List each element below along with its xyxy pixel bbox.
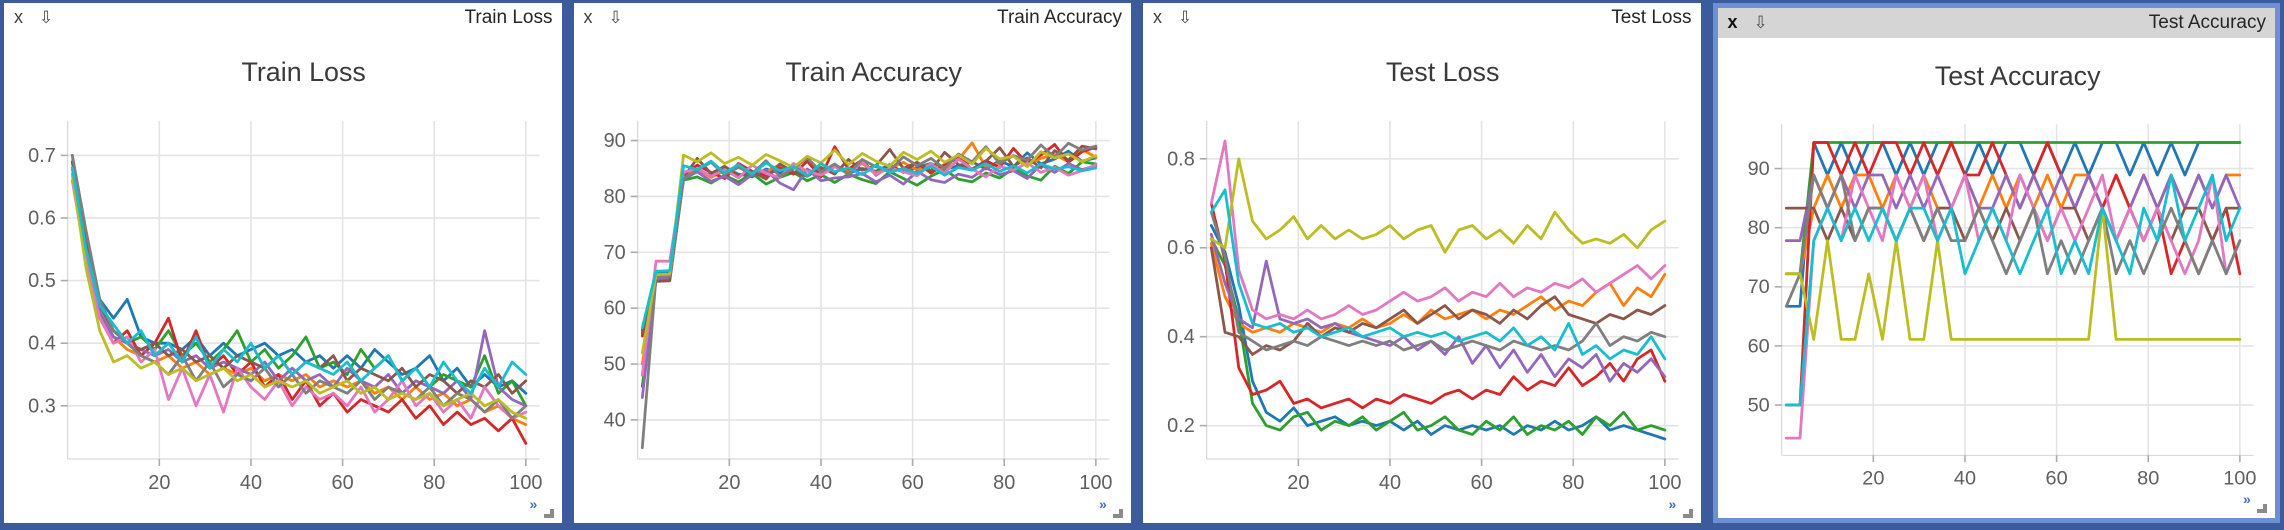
svg-text:60: 60 <box>1471 472 1493 494</box>
svg-text:60: 60 <box>332 472 354 494</box>
svg-text:50: 50 <box>603 353 625 375</box>
svg-text:0.6: 0.6 <box>28 207 56 229</box>
chart-area: 0.2 0.4 0.6 0.8 20 40 60 80 100 Test Loss » <box>1143 33 1701 523</box>
overflow-chevrons-icon[interactable]: » <box>529 496 538 512</box>
dock-arrow-icon[interactable]: ⇩ <box>1178 7 1193 27</box>
plot-window-test-loss: x ⇩ Test Loss 0.2 0.4 0.6 0.8 20 40 60 80 100 Tes… <box>1143 3 1701 523</box>
svg-text:20: 20 <box>1862 468 1884 490</box>
svg-text:0.5: 0.5 <box>28 270 56 292</box>
close-icon[interactable]: x <box>1153 6 1162 27</box>
svg-text:100: 100 <box>509 472 542 494</box>
chart-area: 0.3 0.4 0.5 0.6 0.7 20 40 60 80 100 Train Loss » <box>4 33 562 523</box>
svg-text:70: 70 <box>1747 276 1769 298</box>
chart-area: 40 50 60 70 80 90 20 40 60 80 100 Train Accuracy » <box>573 33 1132 523</box>
svg-text:90: 90 <box>1747 158 1769 180</box>
svg-text:80: 80 <box>423 472 445 494</box>
svg-text:100: 100 <box>1648 472 1681 494</box>
svg-text:40: 40 <box>1953 468 1975 490</box>
svg-text:20: 20 <box>148 472 170 494</box>
resize-grip-icon[interactable] <box>543 509 554 518</box>
svg-text:70: 70 <box>603 242 625 264</box>
chart-canvas-test-loss[interactable]: 0.2 0.4 0.6 0.8 20 40 60 80 100 Test Loss <box>1143 33 1701 523</box>
chart-area: 50 60 70 80 90 20 40 60 80 100 Test Accuracy » <box>1717 38 2276 518</box>
resize-grip-icon[interactable] <box>1682 509 1693 518</box>
plot-window-train-accuracy: x ⇩ Train Accuracy 40 50 60 70 80 90 20 40 60 80 1… <box>573 3 1132 523</box>
window-title: Train Accuracy <box>997 7 1122 28</box>
close-icon[interactable]: x <box>1727 11 1738 32</box>
svg-text:60: 60 <box>901 472 923 494</box>
overflow-chevrons-icon[interactable]: » <box>2243 491 2251 507</box>
svg-text:50: 50 <box>1747 395 1769 417</box>
plot-window-train-loss: x ⇩ Train Loss 0.3 0.4 0.5 0.6 0.7 20 40 60 80 10… <box>4 3 562 523</box>
svg-text:80: 80 <box>993 472 1015 494</box>
chart-canvas-train-accuracy[interactable]: 40 50 60 70 80 90 20 40 60 80 100 Train Accuracy <box>574 33 1132 523</box>
window-title-bar[interactable]: x ⇩ Train Loss <box>4 3 562 33</box>
svg-text:80: 80 <box>603 186 625 208</box>
window-title: Test Loss <box>1611 7 1692 28</box>
svg-text:40: 40 <box>240 472 262 494</box>
window-title: Test Accuracy <box>2148 12 2266 33</box>
svg-text:Test Loss: Test Loss <box>1386 57 1499 87</box>
svg-text:20: 20 <box>1287 472 1309 494</box>
svg-text:80: 80 <box>1562 472 1584 494</box>
svg-text:0.4: 0.4 <box>1167 326 1195 348</box>
corner-tools: » <box>530 497 556 519</box>
corner-tools: » <box>1099 497 1125 519</box>
svg-text:80: 80 <box>1747 217 1769 239</box>
svg-text:Train Loss: Train Loss <box>241 57 365 87</box>
svg-text:60: 60 <box>1747 335 1769 357</box>
svg-text:60: 60 <box>603 298 625 320</box>
chart-canvas-test-accuracy[interactable]: 50 60 70 80 90 20 40 60 80 100 Test Accuracy <box>1718 38 2276 518</box>
svg-text:Train Accuracy: Train Accuracy <box>785 57 962 87</box>
overflow-chevrons-icon[interactable]: » <box>1099 496 1107 512</box>
svg-text:0.3: 0.3 <box>28 395 56 417</box>
corner-tools: » <box>1669 497 1695 519</box>
svg-text:0.6: 0.6 <box>1167 237 1195 259</box>
window-title-bar[interactable]: x ⇩ Test Accuracy <box>1717 8 2275 38</box>
svg-text:100: 100 <box>2223 468 2256 490</box>
dock-arrow-icon[interactable]: ⇩ <box>608 7 623 27</box>
window-title: Train Loss <box>464 7 553 28</box>
window-title-bar[interactable]: x ⇩ Train Accuracy <box>573 3 1131 33</box>
resize-grip-icon[interactable] <box>1113 509 1123 518</box>
close-icon[interactable]: x <box>583 6 593 27</box>
overflow-chevrons-icon[interactable]: » <box>1668 496 1677 512</box>
chart-canvas-train-loss[interactable]: 0.3 0.4 0.5 0.6 0.7 20 40 60 80 100 Train Loss <box>4 33 562 523</box>
window-title-bar[interactable]: x ⇩ Test Loss <box>1143 3 1701 33</box>
close-icon[interactable]: x <box>14 6 23 27</box>
svg-text:60: 60 <box>2045 468 2067 490</box>
svg-text:0.8: 0.8 <box>1167 148 1195 170</box>
svg-text:40: 40 <box>809 472 831 494</box>
dock-arrow-icon[interactable]: ⇩ <box>39 7 54 27</box>
svg-text:0.4: 0.4 <box>28 333 56 355</box>
svg-text:0.7: 0.7 <box>28 145 56 167</box>
corner-tools: » <box>2243 492 2269 514</box>
svg-text:90: 90 <box>603 130 625 152</box>
svg-text:40: 40 <box>1379 472 1401 494</box>
plot-window-test-accuracy: x ⇩ Test Accuracy 50 60 70 80 90 20 40 60 80 100 T… <box>1712 3 2280 523</box>
resize-grip-icon[interactable] <box>2257 504 2267 513</box>
svg-text:40: 40 <box>603 409 625 431</box>
svg-text:Test Accuracy: Test Accuracy <box>1934 61 2100 91</box>
dock-arrow-icon[interactable]: ⇩ <box>1753 12 1768 32</box>
svg-text:80: 80 <box>2137 468 2159 490</box>
svg-text:100: 100 <box>1079 472 1112 494</box>
svg-text:20: 20 <box>718 472 740 494</box>
svg-text:0.2: 0.2 <box>1167 415 1195 437</box>
